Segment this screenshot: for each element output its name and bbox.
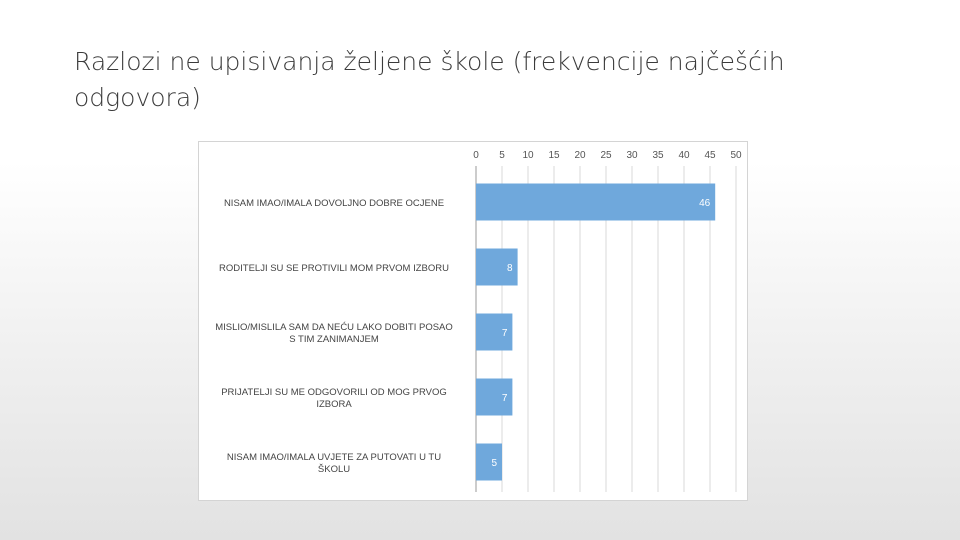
bar [476,313,513,351]
x-tick-label: 15 [548,150,560,161]
bar [476,443,502,481]
slide-title: Razlozi ne upisivanja željene škole (fre… [74,47,785,112]
data-label: 7 [502,328,508,339]
data-label: 5 [491,458,497,469]
x-tick-label: 0 [473,150,479,161]
data-label: 7 [502,393,508,404]
x-tick-label: 40 [678,150,690,161]
bar [476,378,513,416]
data-label: 8 [507,263,513,274]
x-tick-label: 35 [652,150,664,161]
bar-chart-svg: 0 5 10 15 20 25 30 35 40 45 50 46 NISAM IMAO/IMALA D… [215,150,742,492]
bar [476,183,716,221]
category-label: MISLIO/MISLILA SAM DA NEĆU LAKO DOBITI P… [215,322,453,345]
bar [476,248,518,286]
x-tick-label: 45 [704,150,716,161]
category-label: NISAM IMAO/IMALA DOVOLJNO DOBRE OCJENE [224,198,444,209]
x-tick-label: 30 [626,150,638,161]
data-label: 46 [699,198,711,209]
x-tick-label: 25 [600,150,612,161]
x-tick-label: 10 [522,150,534,161]
x-tick-label: 5 [499,150,505,161]
category-label: PRIJATELJI SU ME ODGOVORILI OD MOG PRVOG… [221,387,447,410]
category-label: NISAM IMAO/IMALA UVJETE ZA PUTOVATI U TU… [227,452,441,475]
x-tick-label: 20 [574,150,586,161]
category-label: RODITELJI SU SE PROTIVILI MOM PRVOM IZBO… [219,263,449,274]
x-tick-label: 50 [730,150,742,161]
bar-chart: 0 5 10 15 20 25 30 35 40 45 50 46 NISAM IMAO/IMALA D… [198,141,748,501]
